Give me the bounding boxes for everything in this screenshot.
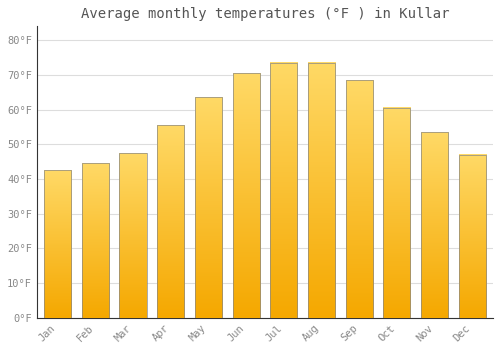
Bar [82, 163, 109, 318]
Bar [346, 80, 373, 318]
Bar [232, 73, 260, 318]
Bar [308, 63, 335, 318]
Bar [195, 97, 222, 318]
Bar [458, 155, 486, 318]
Bar [421, 132, 448, 318]
Bar [157, 125, 184, 318]
Bar [44, 170, 71, 318]
Title: Average monthly temperatures (°F ) in Kullar: Average monthly temperatures (°F ) in Ku… [80, 7, 449, 21]
Bar [270, 63, 297, 318]
Bar [120, 153, 146, 318]
Bar [384, 108, 410, 318]
